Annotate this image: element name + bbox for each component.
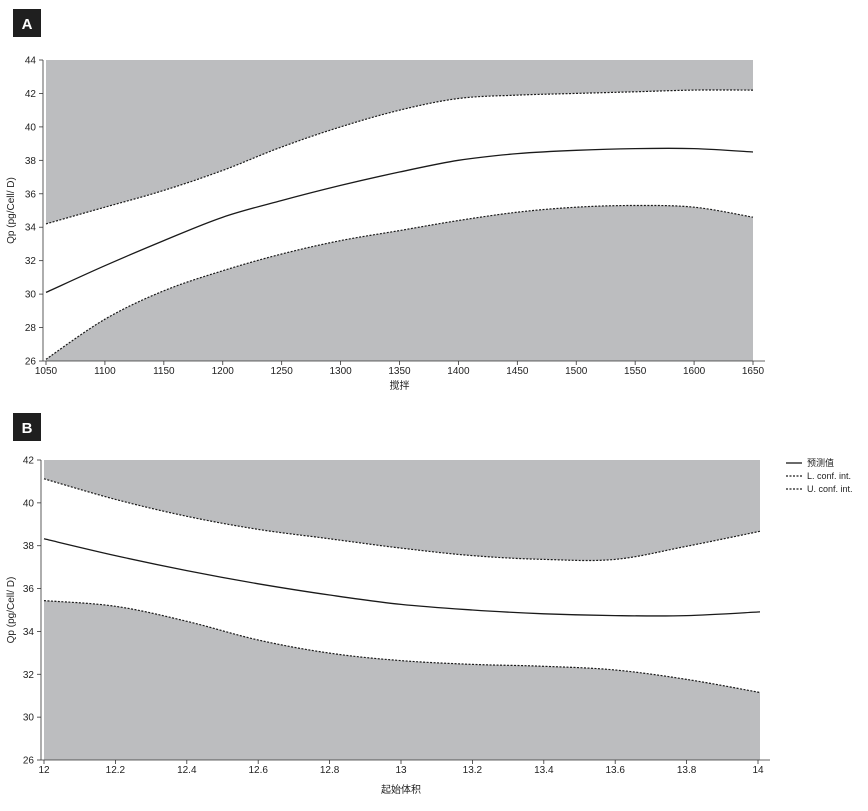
y-tick-label: 42 xyxy=(23,456,35,467)
predicted-line xyxy=(45,147,754,293)
y-tick-label: 42 xyxy=(25,89,37,100)
x-tick-label: 1300 xyxy=(329,366,352,377)
chart-panel-b: 12 12.2 12.4 12.6 12.8 13 13.2 13.4 13.6 13.8 14 26… xyxy=(6,456,770,796)
legend: 预测值 L. conf. int. U. conf. int. xyxy=(786,457,853,494)
lower-shaded-region xyxy=(44,600,760,760)
x-axis-label: 起始体积 xyxy=(381,783,421,796)
predicted-line xyxy=(43,538,761,617)
x-tick-label: 1250 xyxy=(271,366,294,377)
y-tick-label: 30 xyxy=(25,290,37,301)
y-tick-label: 32 xyxy=(23,670,35,681)
y-tick-label: 44 xyxy=(25,56,37,67)
legend-label-lower: L. conf. int. xyxy=(807,471,851,481)
x-tick-label: 1650 xyxy=(742,366,765,377)
upper-ci-line xyxy=(45,89,754,225)
legend-label-upper: U. conf. int. xyxy=(807,484,853,494)
x-tick-label: 12.2 xyxy=(106,765,126,776)
x-tick-label: 1500 xyxy=(565,366,588,377)
y-tick-label: 36 xyxy=(25,189,37,200)
y-tick-label: 40 xyxy=(23,498,35,509)
upper-shaded-region xyxy=(46,60,753,224)
x-tick-label: 1350 xyxy=(388,366,411,377)
y-tick-label: 26 xyxy=(25,357,37,368)
x-tick-label: 12.8 xyxy=(320,765,340,776)
y-tick-label: 34 xyxy=(23,627,35,638)
y-tick-label: 36 xyxy=(23,584,35,595)
legend-label-predicted: 预测值 xyxy=(807,457,834,468)
x-tick-label: 12.6 xyxy=(248,765,268,776)
x-tick-label: 1600 xyxy=(683,366,706,377)
x-tick-label: 1400 xyxy=(447,366,470,377)
panel-b-label: B xyxy=(22,420,33,437)
y-tick-label: 38 xyxy=(23,541,35,552)
chart-panel-a: 1050 1100 1150 1200 1250 1300 1350 1400 1450 1500… xyxy=(6,56,765,392)
y-tick-label: 34 xyxy=(25,223,37,234)
x-tick-label: 12 xyxy=(38,765,50,776)
x-tick-label: 1050 xyxy=(35,366,58,377)
lower-shaded-region xyxy=(46,205,753,361)
x-tick-label: 1200 xyxy=(212,366,235,377)
x-tick-label: 13 xyxy=(395,765,407,776)
x-tick-label: 13.2 xyxy=(463,765,483,776)
x-tick-label: 13.8 xyxy=(677,765,697,776)
x-tick-label: 12.4 xyxy=(177,765,197,776)
upper-ci-line xyxy=(43,478,761,562)
panel-a-badge xyxy=(13,9,41,37)
y-tick-label: 26 xyxy=(23,756,35,767)
panel-b-badge xyxy=(13,413,41,441)
panel-a-label: A xyxy=(22,16,33,33)
x-tick-label: 13.4 xyxy=(534,765,554,776)
x-tick-label: 1450 xyxy=(506,366,529,377)
x-axis-label: 搅拌 xyxy=(390,379,410,392)
y-tick-label: 40 xyxy=(25,122,37,133)
y-tick-label: 38 xyxy=(25,156,37,167)
lower-ci-line xyxy=(43,600,761,694)
y-tick-label: 32 xyxy=(25,256,37,267)
y-axis-label: Qp (pg/Cell/ D) xyxy=(6,177,17,244)
x-tick-label: 13.6 xyxy=(605,765,625,776)
x-tick-label: 1100 xyxy=(94,366,116,377)
y-axis-label: Qp (pg/Cell/ D) xyxy=(6,577,17,644)
x-tick-label: 14 xyxy=(752,765,764,776)
lower-ci-line xyxy=(45,204,754,360)
y-tick-label: 28 xyxy=(25,323,37,334)
x-tick-label: 1550 xyxy=(624,366,647,377)
y-tick-label: 30 xyxy=(23,713,35,724)
x-tick-label: 1150 xyxy=(153,366,175,377)
upper-shaded-region xyxy=(44,460,760,561)
